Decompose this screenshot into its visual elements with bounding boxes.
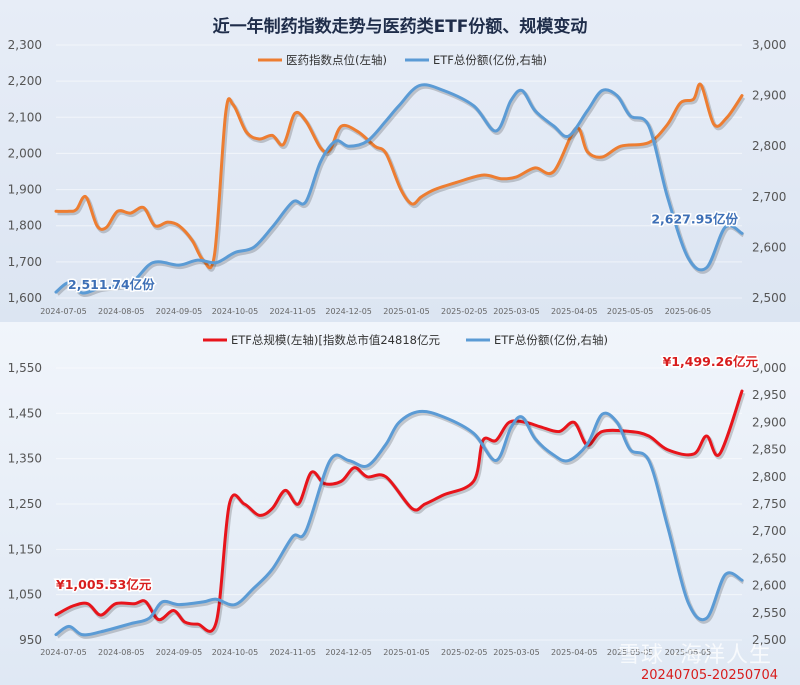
x-tick-label: 2024-12-05	[325, 648, 372, 657]
y-right-tick-label: 2,600	[752, 579, 786, 593]
y-right-tick-label: 2,750	[752, 497, 786, 511]
x-tick-label: 2024-12-05	[325, 307, 372, 316]
x-tick-label: 2025-05-05	[607, 307, 654, 316]
bottom-chart: 950 1,050 1,150 1,250 1,350 1,450 1,550 2,500 2,…	[8, 333, 787, 657]
data-label: 2,511.74亿份	[68, 277, 155, 292]
legend-label: ETF总规模(左轴)[指数总市值24818亿元	[231, 333, 440, 347]
y-right-tick-label: 2,500	[752, 633, 786, 647]
y-right-tick-label: 2,700	[752, 524, 786, 538]
x-tick-label: 2025-05-05	[607, 648, 654, 657]
series-line	[54, 389, 744, 633]
top-chart: 1,600 1,700 1,800 1,900 2,000 2,100 2,200 2,300…	[8, 38, 787, 316]
y-left-tick-label: 2,100	[8, 110, 42, 124]
y-left-tick-label: 1,450	[8, 406, 42, 420]
y-right-tick-label: 3,000	[752, 361, 786, 375]
y-left-tick-label: 1,800	[8, 219, 42, 233]
x-tick-label: 2025-02-05	[441, 648, 488, 657]
series-line	[54, 82, 744, 270]
y-right-tick-label: 2,800	[752, 139, 786, 153]
y-left-tick-label: 1,350	[8, 452, 42, 466]
watermark: 雪球 ·海洋人生	[618, 643, 772, 668]
x-tick-label: 2025-03-05	[493, 307, 540, 316]
date-range: 20240705-20250704	[640, 668, 778, 683]
y-left-tick-label: 1,550	[8, 361, 42, 375]
series-line	[54, 409, 744, 637]
y-right-tick-label: 2,550	[752, 606, 786, 620]
y-left-tick-label: 2,000	[8, 146, 42, 160]
y-left-tick-label: 1,700	[8, 255, 42, 269]
y-left-tick-label: 1,600	[8, 291, 42, 305]
y-left-tick-label: 2,300	[8, 38, 42, 52]
y-left-tick-label: 950	[19, 633, 42, 647]
x-tick-label: 2024-09-05	[156, 307, 203, 316]
x-tick-label: 2024-10-05	[212, 307, 259, 316]
y-right-tick-label: 2,900	[752, 415, 786, 429]
y-right-tick-label: 2,600	[752, 240, 786, 254]
y-right-tick-label: 3,000	[752, 38, 786, 52]
x-tick-label: 2025-06-05	[665, 307, 712, 316]
legend-label: 医药指数点位(左轴)	[286, 53, 387, 67]
data-label: ¥1,005.53亿元	[56, 577, 152, 592]
x-tick-label: 2025-06-05	[665, 648, 712, 657]
x-tick-label: 2025-04-05	[551, 307, 598, 316]
x-tick-label: 2024-09-05	[156, 648, 203, 657]
y-right-tick-label: 2,650	[752, 551, 786, 565]
x-tick-label: 2024-07-05	[40, 307, 87, 316]
top-panel-background	[0, 0, 800, 322]
y-right-tick-label: 2,500	[752, 291, 786, 305]
x-tick-label: 2024-07-05	[40, 648, 87, 657]
y-left-tick-label: 1,050	[8, 588, 42, 602]
x-tick-label: 2025-04-05	[551, 648, 598, 657]
series-line	[54, 83, 744, 295]
x-tick-label: 2025-01-05	[383, 648, 430, 657]
data-label: 2,627.95亿份	[651, 211, 738, 226]
y-left-tick-label: 1,150	[8, 542, 42, 556]
legend-label: ETF总份额(亿份,右轴)	[494, 333, 608, 347]
data-label: ¥1,499.26亿元	[663, 354, 759, 369]
x-tick-label: 2025-03-05	[493, 648, 540, 657]
x-tick-label: 2024-10-05	[212, 648, 259, 657]
x-tick-label: 2025-02-05	[441, 307, 488, 316]
y-right-tick-label: 2,900	[752, 89, 786, 103]
y-right-tick-label: 2,950	[752, 388, 786, 402]
x-tick-label: 2025-01-05	[383, 307, 430, 316]
y-left-tick-label: 1,250	[8, 497, 42, 511]
x-tick-label: 2024-11-05	[269, 307, 316, 316]
x-tick-label: 2024-08-05	[98, 648, 145, 657]
legend-label: ETF总份额(亿份,右轴)	[433, 53, 547, 67]
x-tick-label: 2024-11-05	[269, 648, 316, 657]
y-right-tick-label: 2,700	[752, 190, 786, 204]
x-tick-label: 2024-08-05	[98, 307, 145, 316]
y-left-tick-label: 1,900	[8, 183, 42, 197]
y-left-tick-label: 2,200	[8, 74, 42, 88]
y-right-tick-label: 2,850	[752, 443, 786, 457]
chart-title: 近一年制药指数走势与医药类ETF份额、规模变动	[213, 16, 588, 37]
y-right-tick-label: 2,800	[752, 470, 786, 484]
